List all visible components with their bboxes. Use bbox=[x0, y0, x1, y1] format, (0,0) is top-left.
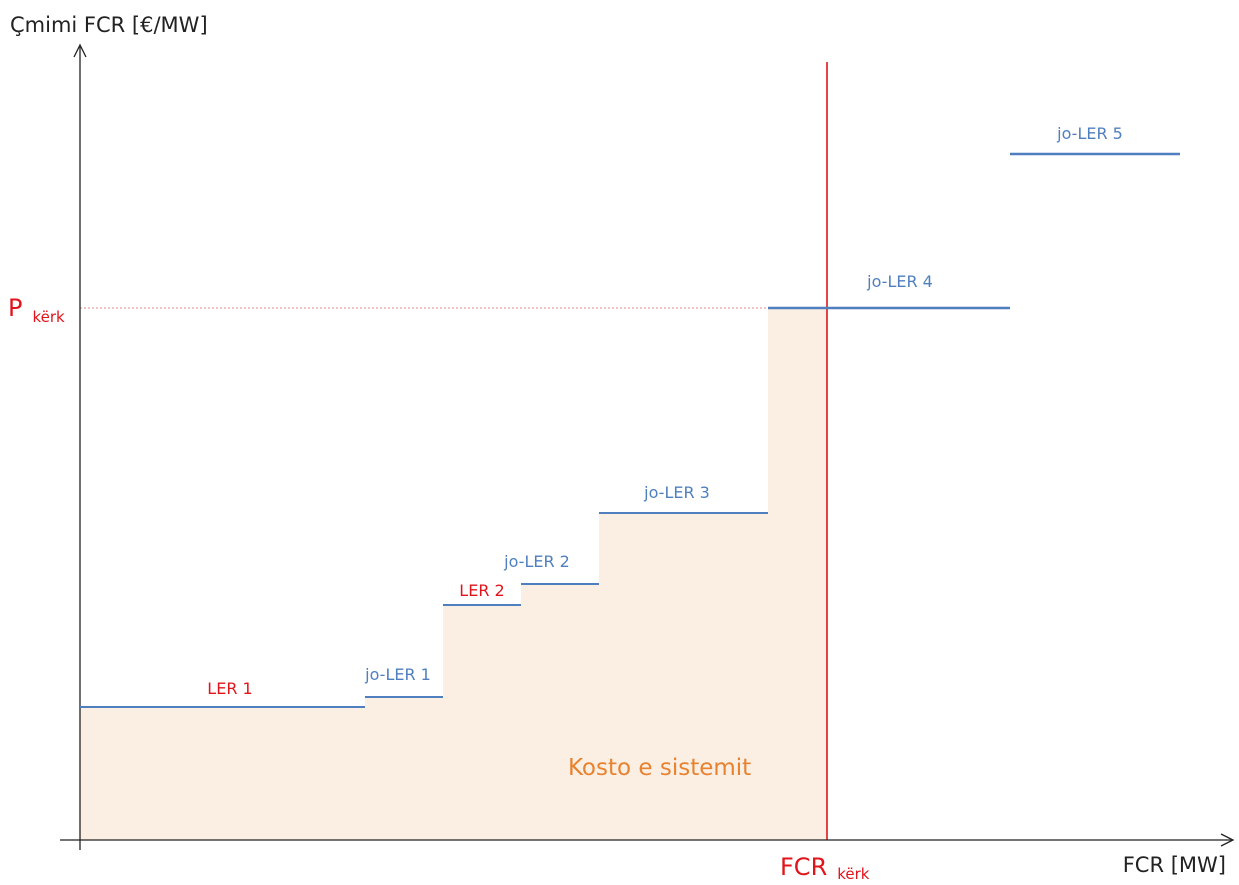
price-marker-label: P kërk bbox=[8, 294, 65, 326]
demand-marker-sub: kërk bbox=[837, 865, 870, 883]
step-label-ler-2: LER 2 bbox=[459, 581, 504, 600]
step-label-jo-ler-5: jo-LER 5 bbox=[1056, 124, 1123, 143]
x-axis-title: FCR [MW] bbox=[1123, 853, 1226, 877]
step-label-jo-ler-1: jo-LER 1 bbox=[364, 665, 431, 684]
step-label-jo-ler-2: jo-LER 2 bbox=[503, 552, 570, 571]
step-label-jo-ler-4: jo-LER 4 bbox=[866, 272, 933, 291]
system-cost-label: Kosto e sistemit bbox=[568, 755, 751, 781]
y-axis-title: Çmimi FCR [€/MW] bbox=[10, 13, 208, 37]
price-marker-sub: kërk bbox=[32, 308, 65, 326]
price-marker-main: P bbox=[8, 294, 22, 322]
step-label-ler-1: LER 1 bbox=[207, 679, 252, 698]
demand-marker-main: FCR bbox=[780, 853, 827, 881]
y-axis-arrow bbox=[73, 43, 87, 58]
step-label-jo-ler-3: jo-LER 3 bbox=[643, 483, 710, 502]
demand-marker-label: FCR kërk bbox=[780, 853, 870, 883]
x-axis-arrow bbox=[1220, 833, 1235, 847]
